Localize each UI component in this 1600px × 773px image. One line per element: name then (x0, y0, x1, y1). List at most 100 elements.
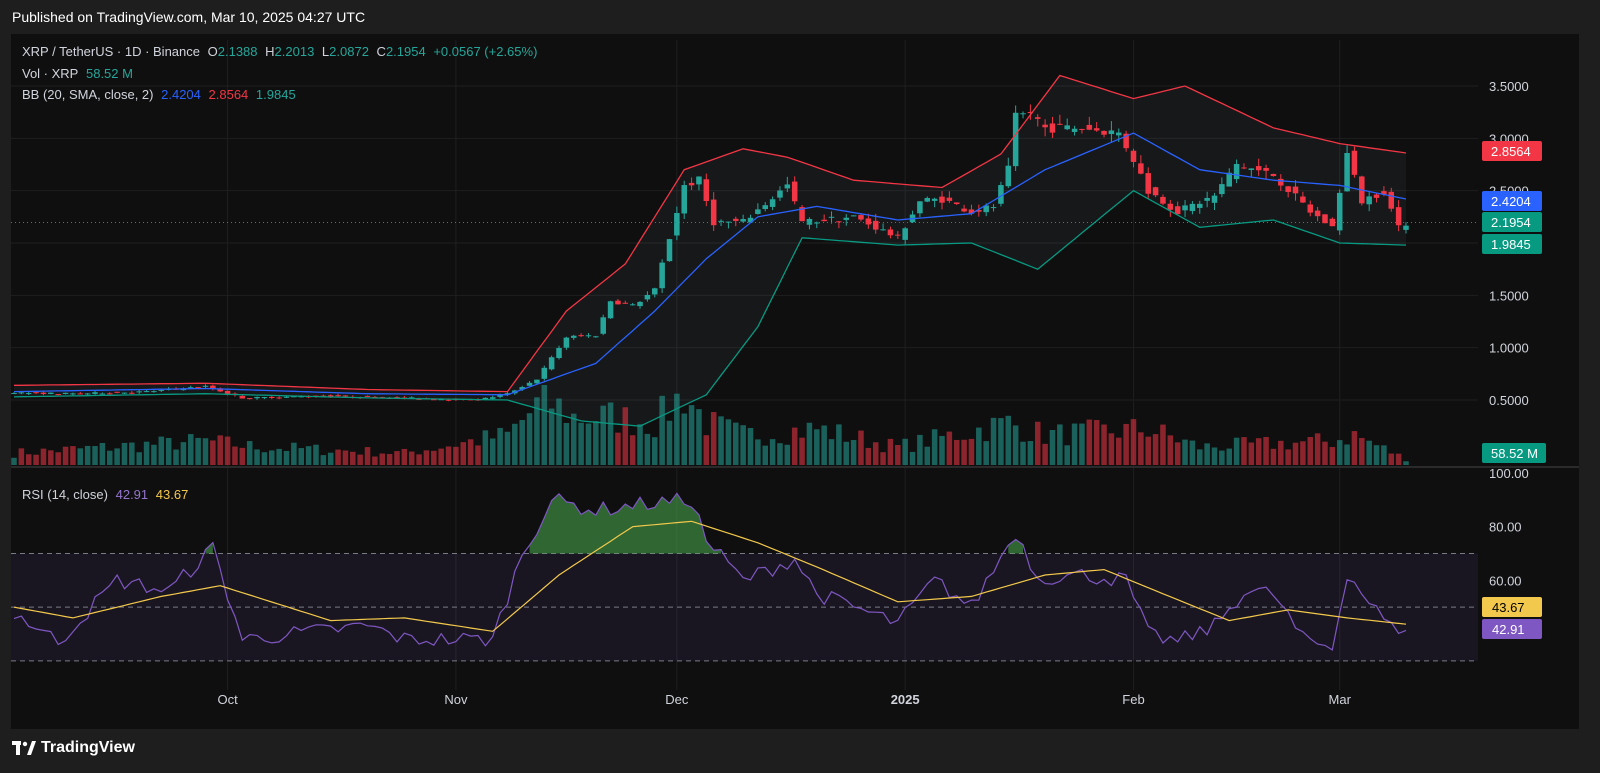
volume-bar (1064, 445, 1070, 465)
volume-bar (423, 450, 430, 465)
volume-bar (1130, 419, 1137, 465)
candle-body (998, 185, 1004, 204)
volume-bar (224, 436, 231, 465)
candle-body (55, 394, 61, 396)
open-label: O (207, 44, 218, 59)
candle-body (1145, 173, 1151, 194)
volume-bar (232, 446, 238, 465)
candle-body (629, 304, 636, 306)
candle-body (961, 208, 967, 212)
bb-label[interactable]: BB (20, SMA, close, 2) (22, 87, 154, 102)
candle-body (1034, 117, 1041, 119)
chart-frame[interactable] (11, 34, 1579, 729)
volume-bar (836, 424, 842, 465)
candle-body (1248, 168, 1255, 171)
volume-bar (335, 449, 341, 465)
volume-bar (961, 439, 967, 465)
volume-label[interactable]: Vol · XRP (22, 66, 79, 81)
volume-bar (1359, 437, 1365, 465)
volume-bar (372, 456, 378, 465)
volume-bar (11, 457, 17, 465)
volume-bar (18, 448, 25, 465)
tradingview-brand: TradingView (41, 739, 135, 756)
volume-bar (1057, 424, 1063, 465)
candle-body (40, 392, 47, 395)
candle-body (1012, 112, 1019, 167)
volume-bar (983, 441, 989, 465)
rsi-ma-line (13, 520, 1407, 632)
volume-bar (541, 385, 548, 465)
volume-bar (1322, 441, 1328, 465)
rsi-label[interactable]: RSI (14, close) (22, 487, 108, 502)
candle-body (239, 395, 246, 399)
candle-body (143, 391, 150, 393)
symbol-legend: XRP / TetherUS · 1D · Binance O2.1388 H2… (22, 44, 541, 59)
volume-bar (62, 446, 69, 465)
candle-body (769, 199, 776, 207)
volume-bar (1071, 423, 1078, 465)
candle-body (327, 395, 334, 397)
candle-body (791, 181, 798, 202)
volume-bar (563, 422, 570, 465)
rsi-ma-tag (1482, 597, 1542, 617)
tradingview-logo-icon (12, 741, 36, 755)
candle-body (814, 222, 820, 224)
candle-body (799, 207, 805, 222)
volume-bar (1101, 424, 1107, 465)
volume-bar (25, 454, 32, 465)
volume-bar (688, 405, 695, 465)
candle-body (1219, 184, 1225, 195)
volume-bar (202, 438, 209, 465)
volume-bar (1292, 442, 1299, 465)
candle-body (1307, 204, 1314, 213)
candle-body (1160, 196, 1166, 204)
candle-body (659, 262, 665, 289)
candle-body (210, 385, 216, 389)
candle-body (291, 396, 297, 398)
volume-bar (99, 443, 106, 465)
candle-body (364, 395, 371, 397)
volume-bar (622, 407, 629, 465)
volume-bar (84, 445, 91, 465)
volume-bar (239, 447, 246, 465)
low-value: 2.0872 (329, 44, 369, 59)
volume-bar (570, 413, 577, 465)
candle-body (18, 392, 25, 394)
candle-body (1233, 163, 1240, 180)
volume-bar (489, 438, 496, 465)
volume-bar (1329, 447, 1336, 465)
candle-body (217, 388, 223, 392)
time-tick-label: Feb (1122, 692, 1144, 707)
volume-bar (769, 439, 776, 465)
tradingview-logo[interactable]: TradingView (12, 739, 135, 757)
candle-body (1042, 124, 1048, 128)
volume-bar (1145, 436, 1151, 465)
candle-body (1255, 166, 1262, 171)
volume-bar (887, 438, 894, 465)
candle-body (77, 393, 84, 395)
volume-bar (305, 446, 312, 465)
candle-body (1351, 150, 1358, 175)
volume-bar (946, 431, 953, 465)
volume-value: 58.52 M (85, 66, 133, 81)
volume-bar (710, 412, 717, 465)
candle-body (865, 218, 872, 225)
volume-bar (106, 450, 113, 465)
volume-bar (1336, 440, 1343, 465)
candle-body (276, 397, 282, 399)
price-tag-label: 1.9845 (1491, 237, 1531, 252)
volume-bar (1248, 442, 1255, 465)
volume-bar (504, 431, 511, 465)
candle-body (733, 218, 739, 222)
volume-bar (1307, 437, 1314, 465)
volume-bar (821, 425, 827, 465)
volume-bar (1388, 453, 1395, 465)
candle-body (1395, 207, 1402, 226)
volume-bar (1197, 449, 1203, 465)
volume-bar (291, 442, 297, 465)
symbol-title[interactable]: XRP / TetherUS · 1D · Binance (22, 44, 200, 59)
candle-body (784, 184, 791, 189)
volume-bar (696, 409, 702, 465)
candle-body (1292, 186, 1299, 194)
